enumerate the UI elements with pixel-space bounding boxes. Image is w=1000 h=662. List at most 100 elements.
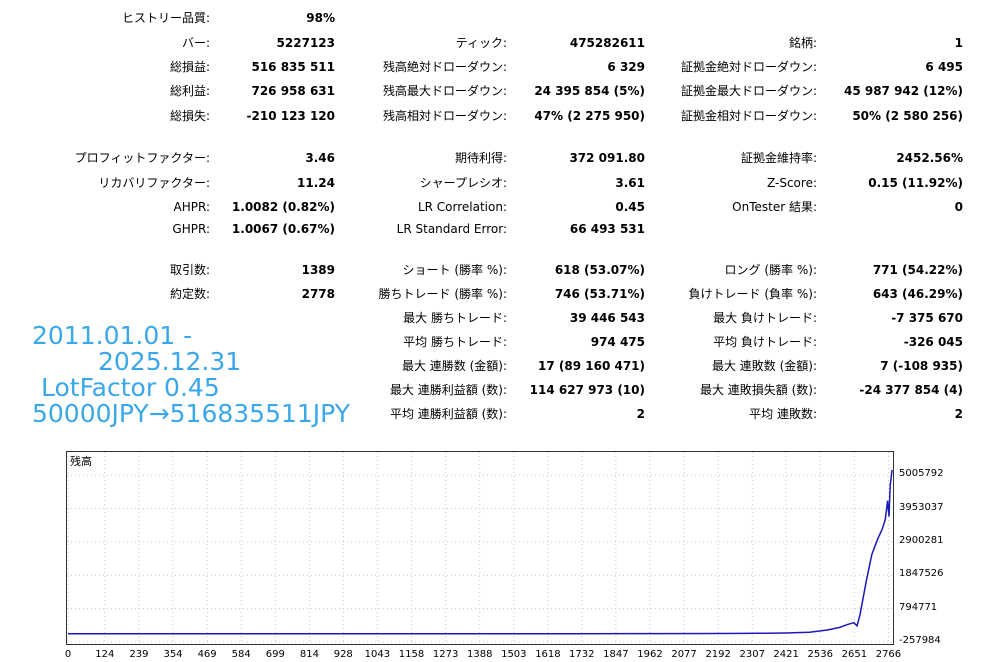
stat-value: 3.61 (615, 176, 645, 190)
stat-value: 17 (89 160 471) (538, 359, 645, 373)
stat-value: 2 (954, 407, 963, 421)
stat-label: 証拠金相対ドローダウン: (680, 109, 817, 123)
stat-value: 2778 (301, 287, 335, 301)
x-tick-label: 124 (95, 649, 115, 660)
stat-label: LR Standard Error: (396, 222, 507, 236)
x-tick-label: 2421 (773, 649, 799, 660)
stat-label: 銘柄: (788, 36, 817, 50)
stat-value: 1.0067 (0.67%) (231, 222, 335, 236)
stat-label: ショート (勝率 %): (402, 263, 507, 277)
stat-label: 約定数: (169, 287, 210, 301)
stat-value: 45 987 942 (12%) (843, 84, 963, 98)
stat-value: 39 446 543 (569, 311, 645, 325)
stat-value: -210 123 120 (246, 109, 335, 123)
stat-value: 114 627 973 (10) (529, 383, 645, 397)
x-tick-label: 814 (299, 649, 319, 660)
x-tick-label: 2766 (875, 649, 902, 660)
stat-label: 取引数: (169, 263, 210, 277)
stat-label: 勝ちトレード (勝率 %): (378, 287, 507, 301)
x-tick-label: 1158 (398, 649, 425, 660)
stat-label: 最大 連敗損失額 (数): (699, 383, 817, 397)
stat-value: 7 (-108 935) (880, 359, 963, 373)
stat-value: 98% (306, 11, 335, 25)
stat-label: 平均 連勝利益額 (数): (389, 407, 507, 421)
balance-series-line (68, 469, 893, 635)
stat-value: -24 377 854 (4) (859, 383, 963, 397)
stat-value: 1.0082 (0.82%) (231, 200, 335, 214)
stat-label: 最大 連勝利益額 (数): (389, 383, 507, 397)
stat-label: GHPR: (172, 222, 210, 236)
x-tick-label: 469 (197, 649, 217, 660)
overlay-period-start: 2011.01.01 - (32, 321, 193, 350)
stat-value: 2452.56% (896, 151, 963, 165)
x-tick-label: 2077 (671, 649, 697, 660)
stat-value: 50% (2 580 256) (852, 109, 963, 123)
stat-value: 6 329 (607, 60, 645, 74)
stat-label: LR Correlation: (417, 200, 507, 214)
x-tick-label: 1503 (501, 649, 527, 660)
stat-label: プロフィットファクター: (74, 151, 210, 165)
stat-value: 66 493 531 (569, 222, 645, 236)
stat-value: 1 (954, 36, 963, 50)
x-tick-label: 354 (163, 649, 183, 660)
stat-value: 5227123 (276, 36, 335, 50)
y-tick-label: 2900281 (899, 534, 944, 546)
stat-value: 726 958 631 (251, 84, 335, 98)
overlay-period-end: 2025.12.31 (98, 347, 242, 376)
stat-value: 2 (636, 407, 645, 421)
stat-label: 総利益: (169, 84, 210, 98)
stat-value: 372 091.80 (569, 151, 645, 165)
stat-label: 期待利得: (454, 151, 507, 165)
x-tick-label: 1388 (466, 649, 493, 660)
stat-value: 24 395 854 (5%) (534, 84, 645, 98)
y-tick-label: 3953037 (899, 501, 944, 513)
stat-value: 746 (53.71%) (554, 287, 645, 301)
stat-label: 負けトレード (負率 %): (688, 287, 817, 301)
stat-label: 証拠金絶対ドローダウン: (680, 60, 817, 74)
y-tick-label: 1847526 (899, 568, 944, 580)
x-tick-label: 1273 (432, 649, 459, 660)
stat-label: 証拠金維持率: (740, 151, 817, 165)
overlay-balance-change: 50000JPY→516835511JPY (32, 399, 350, 428)
stat-value: -7 375 670 (891, 311, 963, 325)
overlay-lotfactor: LotFactor 0.45 (41, 373, 220, 402)
stat-value: 475282611 (569, 36, 645, 50)
stat-label: AHPR: (173, 200, 210, 214)
x-tick-label: 928 (333, 649, 353, 660)
stat-value: 974 475 (590, 335, 645, 349)
stat-label: 証拠金最大ドローダウン: (680, 84, 817, 98)
y-tick-label: -257984 (899, 635, 941, 646)
stat-value: 47% (2 275 950) (534, 109, 645, 123)
stat-label: ヒストリー品質: (121, 11, 210, 25)
x-tick-label: 1847 (603, 649, 629, 660)
stat-label: Z-Score: (767, 176, 817, 190)
stat-label: 平均 負けトレード: (713, 335, 817, 349)
stat-label: 平均 連敗数: (749, 407, 817, 421)
stat-label: 残高最大ドローダウン: (382, 84, 507, 98)
stat-label: シャープレシオ: (419, 176, 507, 190)
stat-label: 最大 勝ちトレード: (403, 311, 507, 325)
stat-label: リカバリファクター: (98, 176, 210, 190)
stat-label: 残高相対ドローダウン: (382, 109, 507, 123)
stat-value: 0.15 (11.92%) (868, 176, 963, 190)
stat-value: 618 (53.07%) (554, 263, 645, 277)
stat-label: 最大 負けトレード: (713, 311, 817, 325)
stat-label: 最大 連敗数 (金額): (711, 359, 817, 373)
stat-value: -326 045 (903, 335, 963, 349)
stat-value: 0 (954, 200, 963, 214)
stat-label: 総損失: (169, 109, 210, 123)
x-tick-label: 239 (129, 649, 149, 660)
y-tick-label: 794771 (899, 601, 938, 613)
x-tick-label: 0 (64, 649, 72, 660)
stat-value: 11.24 (297, 176, 335, 190)
stat-value: 771 (54.22%) (872, 263, 963, 277)
stat-label: ティック: (455, 36, 507, 50)
stat-value: 3.46 (305, 151, 335, 165)
stat-label: ロング (勝率 %): (724, 263, 817, 277)
stat-value: 0.45 (615, 200, 645, 214)
balance-chart-svg: 残高 (67, 452, 893, 644)
chart-title: 残高 (70, 454, 92, 468)
x-tick-label: 1618 (535, 649, 561, 660)
x-tick-label: 2307 (739, 649, 766, 660)
stat-label: 総損益: (169, 60, 210, 74)
